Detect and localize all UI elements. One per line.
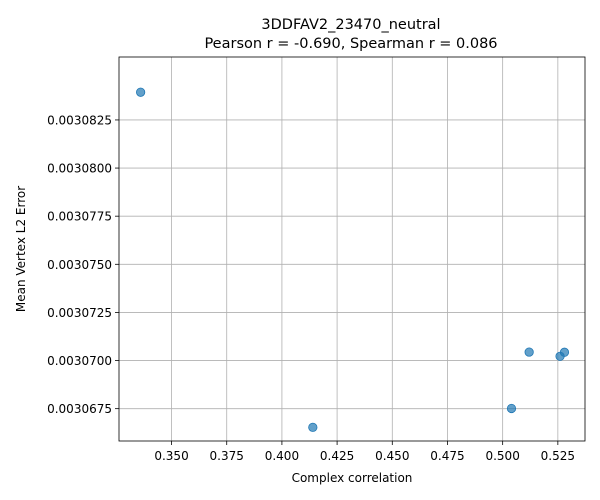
x-axis-ticks: 0.350 0.375 0.400 0.425 0.450 0.475 0.500 0.525 [154,441,575,463]
x-tick-label: 0.375 [210,449,244,463]
y-tick-label: 0.0030825 [47,113,112,127]
x-tick-label: 0.350 [154,449,188,463]
y-tick-label: 0.0030675 [47,402,112,416]
y-tick-label: 0.0030775 [47,210,112,224]
scatter-point [559,347,570,357]
x-axis-label: Complex correlation [292,471,413,485]
x-tick-label: 0.525 [541,449,575,463]
scatter-point [524,347,534,357]
y-tick-label: 0.0030750 [47,258,112,272]
data-points [136,87,570,432]
y-tick-label: 0.0030700 [47,354,112,368]
x-tick-label: 0.475 [430,449,464,463]
y-axis-ticks: 0.0030675 0.0030700 0.0030725 0.0030750 0.00… [47,113,119,416]
y-axis-label: Mean Vertex L2 Error [14,186,28,312]
grid [119,57,585,441]
y-tick-label: 0.0030725 [47,306,112,320]
chart-title: 3DDFAV2_23470_neutral [261,17,440,33]
scatter-point [308,422,318,432]
scatter-point [506,403,517,414]
x-tick-label: 0.425 [320,449,354,463]
y-tick-label: 0.0030800 [47,162,112,176]
x-tick-label: 0.400 [265,449,299,463]
chart-subtitle: Pearson r = -0.690, Spearman r = 0.086 [204,36,497,52]
x-tick-label: 0.500 [485,449,519,463]
plot-frame [118,56,586,442]
scatter-point [136,87,146,97]
x-tick-label: 0.450 [375,449,409,463]
